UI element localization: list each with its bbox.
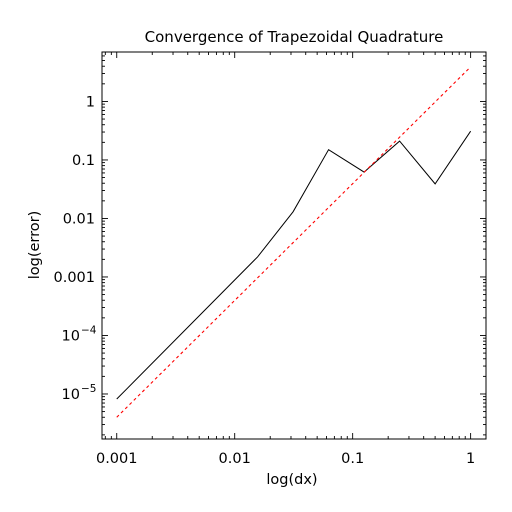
x-tick-label: 0.01: [219, 451, 251, 467]
chart-title: Convergence of Trapezoidal Quadrature: [145, 28, 444, 46]
y-tick-label-base: 10: [62, 328, 80, 344]
x-tick-label: 1: [466, 451, 475, 467]
series-group: [116, 66, 472, 418]
y-tick-label-exponent: −4: [81, 324, 97, 336]
y-tick-label: 0.01: [63, 211, 95, 227]
plot-frame: [101, 51, 487, 440]
y-axis-label: log(error): [27, 211, 43, 280]
x-tick-label: 0.001: [96, 451, 138, 467]
y-tick-label: 1: [86, 94, 95, 110]
y-tick-label: 0.1: [72, 153, 95, 169]
x-axis-label: log(dx): [266, 472, 317, 488]
axis-ticks: [102, 51, 486, 439]
y-tick-label-exponent: −5: [81, 383, 96, 395]
y-tick-label-power: 10 −5: [62, 383, 97, 403]
y-tick-label-base: 10: [62, 387, 80, 403]
x-tick-label: 0.1: [341, 451, 364, 467]
y-tick-label-power: 10 −4: [62, 324, 97, 344]
reference-line-dashed: [116, 66, 472, 418]
y-tick-label: 0.001: [53, 270, 95, 286]
error-line-solid: [116, 130, 472, 400]
